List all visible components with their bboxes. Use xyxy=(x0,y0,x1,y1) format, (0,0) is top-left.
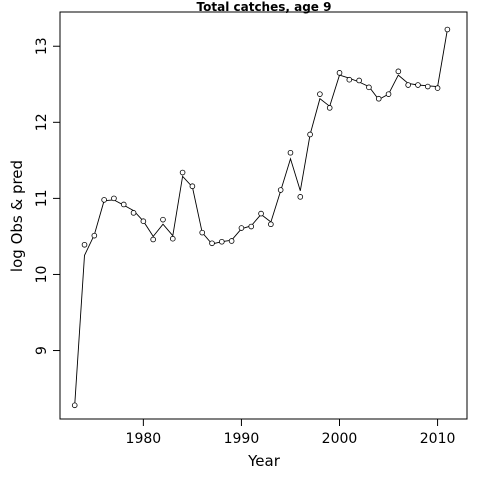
series-points xyxy=(71,26,451,409)
y-tick-label: 10 xyxy=(34,266,50,284)
x-tick-label: 1990 xyxy=(224,431,260,447)
data-point xyxy=(228,238,235,244)
series-line xyxy=(74,29,448,406)
y-tick-label: 13 xyxy=(34,37,50,55)
data-point xyxy=(238,225,245,231)
data-point xyxy=(287,149,294,156)
data-point xyxy=(375,95,382,102)
data-point xyxy=(101,197,107,203)
data-point xyxy=(140,218,147,225)
data-point xyxy=(189,183,196,190)
y-tick-label: 9 xyxy=(34,346,50,355)
data-point xyxy=(366,84,372,91)
data-point xyxy=(130,210,137,216)
data-point xyxy=(91,232,98,239)
data-point xyxy=(297,194,304,200)
x-axis-label: Year xyxy=(247,452,281,470)
data-point xyxy=(395,68,402,75)
y-tick-label: 12 xyxy=(34,113,50,131)
data-point xyxy=(71,402,78,409)
data-point xyxy=(385,91,392,97)
data-point xyxy=(317,91,323,97)
data-point xyxy=(81,241,88,248)
data-point xyxy=(179,169,186,176)
data-point xyxy=(356,77,362,84)
data-point xyxy=(111,195,117,202)
data-point xyxy=(219,238,225,245)
x-tick-label: 1980 xyxy=(126,431,162,447)
y-axis-label: log Obs & pred xyxy=(8,160,26,272)
data-point xyxy=(169,235,176,242)
data-point xyxy=(160,216,166,223)
data-point xyxy=(120,201,127,208)
data-point xyxy=(405,82,411,88)
x-tick-label: 2000 xyxy=(322,431,358,447)
data-point xyxy=(258,210,264,217)
data-point xyxy=(424,83,431,90)
data-point xyxy=(248,223,255,230)
data-point xyxy=(199,229,206,236)
x-tick-label: 2010 xyxy=(420,431,456,447)
data-point xyxy=(444,26,451,33)
data-point xyxy=(209,240,215,247)
data-point xyxy=(336,70,343,76)
data-point xyxy=(307,131,313,138)
data-point xyxy=(326,105,333,111)
data-point xyxy=(346,76,353,83)
data-point xyxy=(415,82,421,88)
data-point xyxy=(434,85,441,91)
plot-frame xyxy=(59,11,468,420)
x-axis: 1980 1990 2000 2010 xyxy=(126,419,456,447)
data-point xyxy=(150,236,156,243)
y-axis: 9 10 11 12 13 xyxy=(34,37,60,355)
data-point xyxy=(277,187,284,193)
y-tick-label: 11 xyxy=(34,189,50,207)
chart-title: Total catches, age 9 xyxy=(197,0,332,14)
data-point xyxy=(268,221,274,228)
